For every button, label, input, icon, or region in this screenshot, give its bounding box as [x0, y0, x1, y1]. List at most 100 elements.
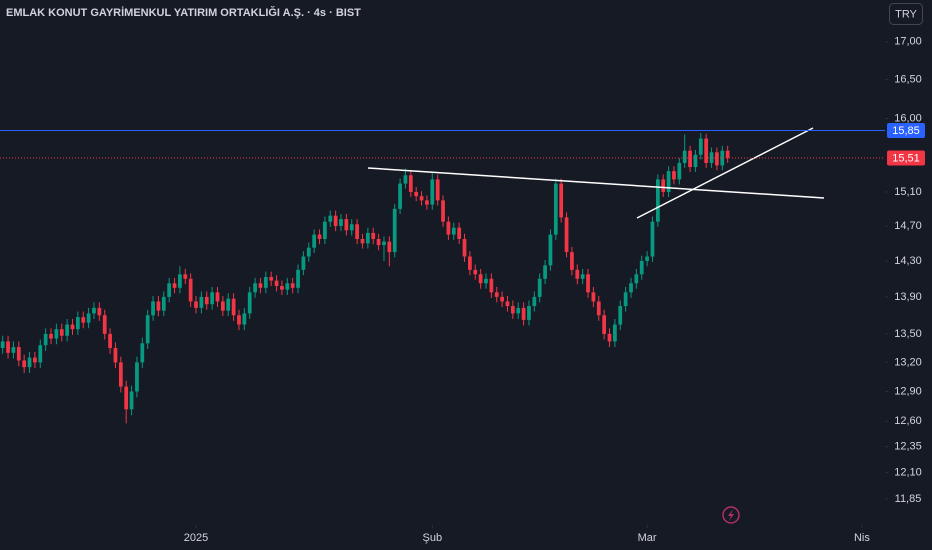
candle-body — [505, 301, 510, 307]
candle-body — [194, 301, 198, 308]
candle-body — [118, 362, 123, 387]
y-tick-label: 13,20 — [894, 356, 922, 368]
candle-body — [86, 313, 91, 323]
candle-body — [537, 278, 542, 297]
y-tick-label: 16,00 — [894, 113, 922, 125]
candle-body — [414, 191, 419, 197]
candle-body — [226, 298, 231, 311]
candle-body — [607, 333, 612, 342]
currency-button[interactable] — [889, 3, 923, 25]
overlay-layer: 15,85 15,51 — [0, 123, 925, 166]
candle-body — [543, 265, 547, 279]
candle-body — [688, 150, 692, 168]
y-tick-label: 15,10 — [894, 186, 922, 198]
candle-body — [135, 362, 139, 392]
candle-body — [151, 301, 155, 316]
candle-body — [167, 283, 172, 297]
candle-body — [494, 292, 499, 297]
candle-body — [532, 296, 537, 307]
candle-body — [419, 196, 424, 201]
candle-body — [263, 276, 268, 288]
candle-body — [296, 269, 300, 288]
candle-body — [54, 329, 59, 339]
candle-body — [591, 292, 596, 302]
y-tick-label: 11,85 — [895, 493, 922, 505]
candle-body — [725, 150, 730, 159]
candle-body — [274, 280, 279, 286]
candle-body — [473, 269, 478, 275]
candle-body — [629, 283, 633, 293]
y-tick-label: 14,30 — [894, 255, 922, 267]
candle-body — [75, 317, 80, 330]
candle-body — [81, 317, 86, 323]
candle-body — [38, 345, 43, 363]
icon-circle[interactable] — [722, 506, 740, 524]
lightning-icon[interactable] — [722, 506, 740, 524]
candle-body — [97, 307, 102, 316]
candle-body — [457, 227, 462, 239]
candle-body — [253, 283, 257, 293]
candle-body — [102, 315, 107, 334]
candle-body — [247, 292, 252, 314]
currency-label[interactable]: TRY — [895, 8, 917, 20]
candle-body — [516, 307, 521, 314]
y-tick-label: 13,90 — [894, 291, 922, 303]
candle-body — [527, 306, 531, 320]
candle-body — [49, 333, 53, 339]
y-tick-label: 12,90 — [894, 385, 922, 397]
candle-body — [113, 348, 118, 363]
candle-body — [140, 343, 145, 363]
candle-body — [306, 247, 311, 257]
candle-body — [521, 307, 526, 320]
chart-title: EMLAK KONUT GAYRİMENKUL YATIRIM ORTAKLIĞ… — [6, 6, 361, 19]
candle-body — [677, 162, 682, 180]
x-tick-label: 2025 — [184, 532, 208, 544]
price-label-box — [887, 150, 925, 166]
candle-body — [328, 215, 333, 222]
candle-body — [403, 175, 408, 184]
candle-body — [16, 347, 21, 361]
candle-body — [672, 171, 676, 180]
candle-body — [349, 224, 354, 231]
candle-body — [210, 292, 215, 305]
icon-bolt[interactable] — [728, 509, 734, 521]
candle-body — [661, 179, 666, 192]
candle-body — [65, 324, 70, 336]
candle-body — [360, 238, 365, 244]
price-label: 15,85 — [892, 125, 920, 137]
candle-body — [693, 154, 698, 168]
candle-body — [559, 183, 564, 218]
candle-body — [645, 256, 649, 261]
candle-body — [484, 278, 488, 284]
candle-body — [553, 183, 558, 235]
candle-body — [323, 221, 327, 239]
candle-body — [602, 315, 607, 334]
candle-body — [199, 296, 204, 308]
candle-body — [92, 307, 96, 314]
candle-body — [242, 313, 247, 325]
candle-body — [596, 301, 601, 316]
candle-body — [398, 183, 402, 209]
candle-body — [344, 219, 349, 231]
candle-body — [489, 278, 494, 293]
candle-body — [500, 296, 504, 302]
candle-body — [392, 208, 397, 253]
candle-body — [178, 274, 182, 288]
candle-body — [650, 221, 655, 257]
candle-body — [204, 296, 209, 305]
candle-body — [715, 152, 719, 166]
candle-body — [220, 301, 225, 311]
candle-body — [172, 283, 177, 288]
candle-body — [231, 298, 236, 316]
candle-body — [548, 234, 553, 266]
x-tick-label: Mar — [638, 532, 657, 544]
candle-body — [258, 283, 263, 288]
candle-body — [285, 283, 290, 290]
candle-body — [6, 341, 10, 353]
candle-body — [22, 360, 27, 368]
y-tick-label: 12,60 — [894, 415, 922, 427]
candle-body — [387, 241, 392, 253]
y-tick-label: 16,50 — [894, 74, 922, 86]
candle-body — [446, 221, 451, 235]
